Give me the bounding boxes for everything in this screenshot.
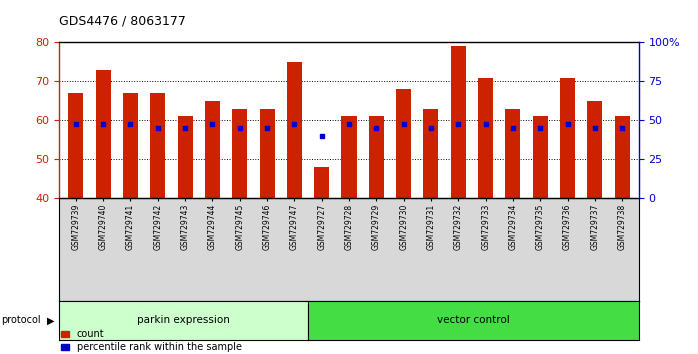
Point — [371, 125, 382, 131]
Bar — [150, 93, 165, 198]
Point — [507, 125, 519, 131]
Point — [289, 121, 300, 127]
Point — [562, 121, 573, 127]
Bar — [588, 101, 602, 198]
Point — [179, 125, 191, 131]
Point — [425, 125, 436, 131]
Point — [453, 121, 464, 127]
Bar — [505, 109, 521, 198]
Text: vector control: vector control — [437, 315, 510, 325]
Point — [98, 121, 109, 127]
Bar — [287, 62, 302, 198]
Point — [207, 121, 218, 127]
Bar — [123, 93, 138, 198]
Point — [152, 125, 163, 131]
Legend: count, percentile rank within the sample: count, percentile rank within the sample — [57, 326, 246, 354]
Point — [316, 133, 327, 139]
Point — [480, 121, 491, 127]
Bar — [533, 116, 548, 198]
Bar — [96, 70, 110, 198]
Point — [70, 121, 81, 127]
Bar — [177, 116, 193, 198]
Bar — [205, 101, 220, 198]
Point — [589, 125, 600, 131]
Point — [535, 125, 546, 131]
Bar — [451, 46, 466, 198]
Bar — [615, 116, 630, 198]
Point — [234, 125, 245, 131]
Text: GDS4476 / 8063177: GDS4476 / 8063177 — [59, 14, 186, 27]
Point — [398, 121, 409, 127]
Bar — [314, 167, 329, 198]
Bar — [260, 109, 274, 198]
Text: ▶: ▶ — [47, 315, 55, 325]
Text: protocol: protocol — [1, 315, 40, 325]
Point — [125, 121, 136, 127]
Point — [262, 125, 273, 131]
Bar — [68, 93, 83, 198]
Bar — [396, 89, 411, 198]
Bar — [369, 116, 384, 198]
Bar — [232, 109, 247, 198]
Point — [343, 121, 355, 127]
Bar — [341, 116, 357, 198]
Point — [617, 125, 628, 131]
Bar — [478, 78, 493, 198]
Bar — [560, 78, 575, 198]
Text: parkin expression: parkin expression — [137, 315, 230, 325]
Bar — [424, 109, 438, 198]
